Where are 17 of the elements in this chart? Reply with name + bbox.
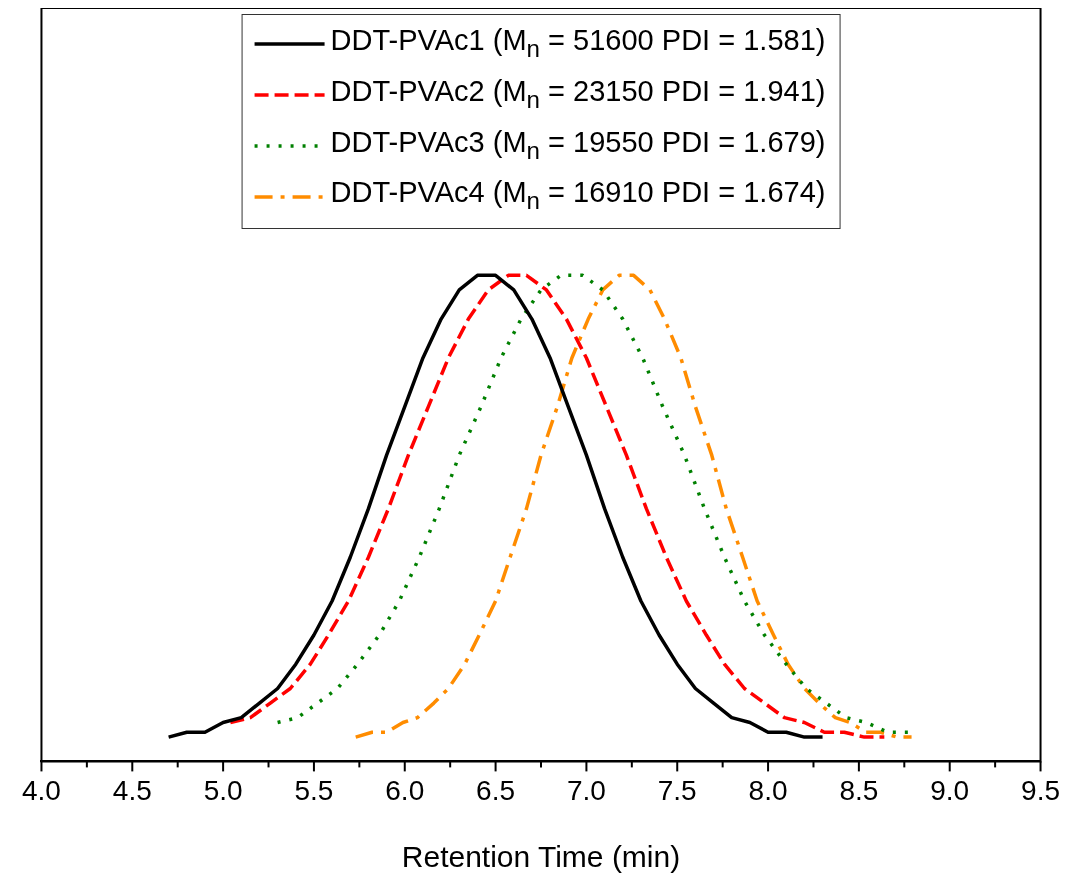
x-tick-label: 4.0	[21, 774, 61, 806]
legend-label: DDT-PVAc3 (M$_{n}$ = 19550 PDI = 1.679)	[330, 124, 826, 166]
legend-label: DDT-PVAc4 (M$_{n}$ = 16910 PDI = 1.674)	[330, 175, 826, 217]
x-tick-label: 6.5	[476, 774, 516, 806]
x-tick-label: 8.0	[748, 774, 788, 806]
x-tick-label: 5.0	[203, 774, 243, 806]
x-tick-label: 9.0	[930, 774, 970, 806]
legend-label: DDT-PVAc2 (M$_{n}$ = 23150 PDI = 1.941)	[330, 73, 826, 115]
x-axis-title: Retention Time (min)	[401, 840, 681, 874]
x-tick-label: 6.0	[385, 774, 425, 806]
legend-label: DDT-PVAc1 (M$_{n}$ = 51600 PDI = 1.581)	[330, 23, 826, 64]
x-tick-label: 8.5	[839, 774, 879, 806]
x-tick-label: 4.5	[112, 774, 152, 806]
x-tick-label: 7.0	[566, 774, 606, 806]
x-tick-label: 9.5	[1021, 774, 1061, 806]
x-tick-label: 7.5	[657, 774, 697, 806]
x-tick-label: 5.5	[294, 774, 334, 806]
